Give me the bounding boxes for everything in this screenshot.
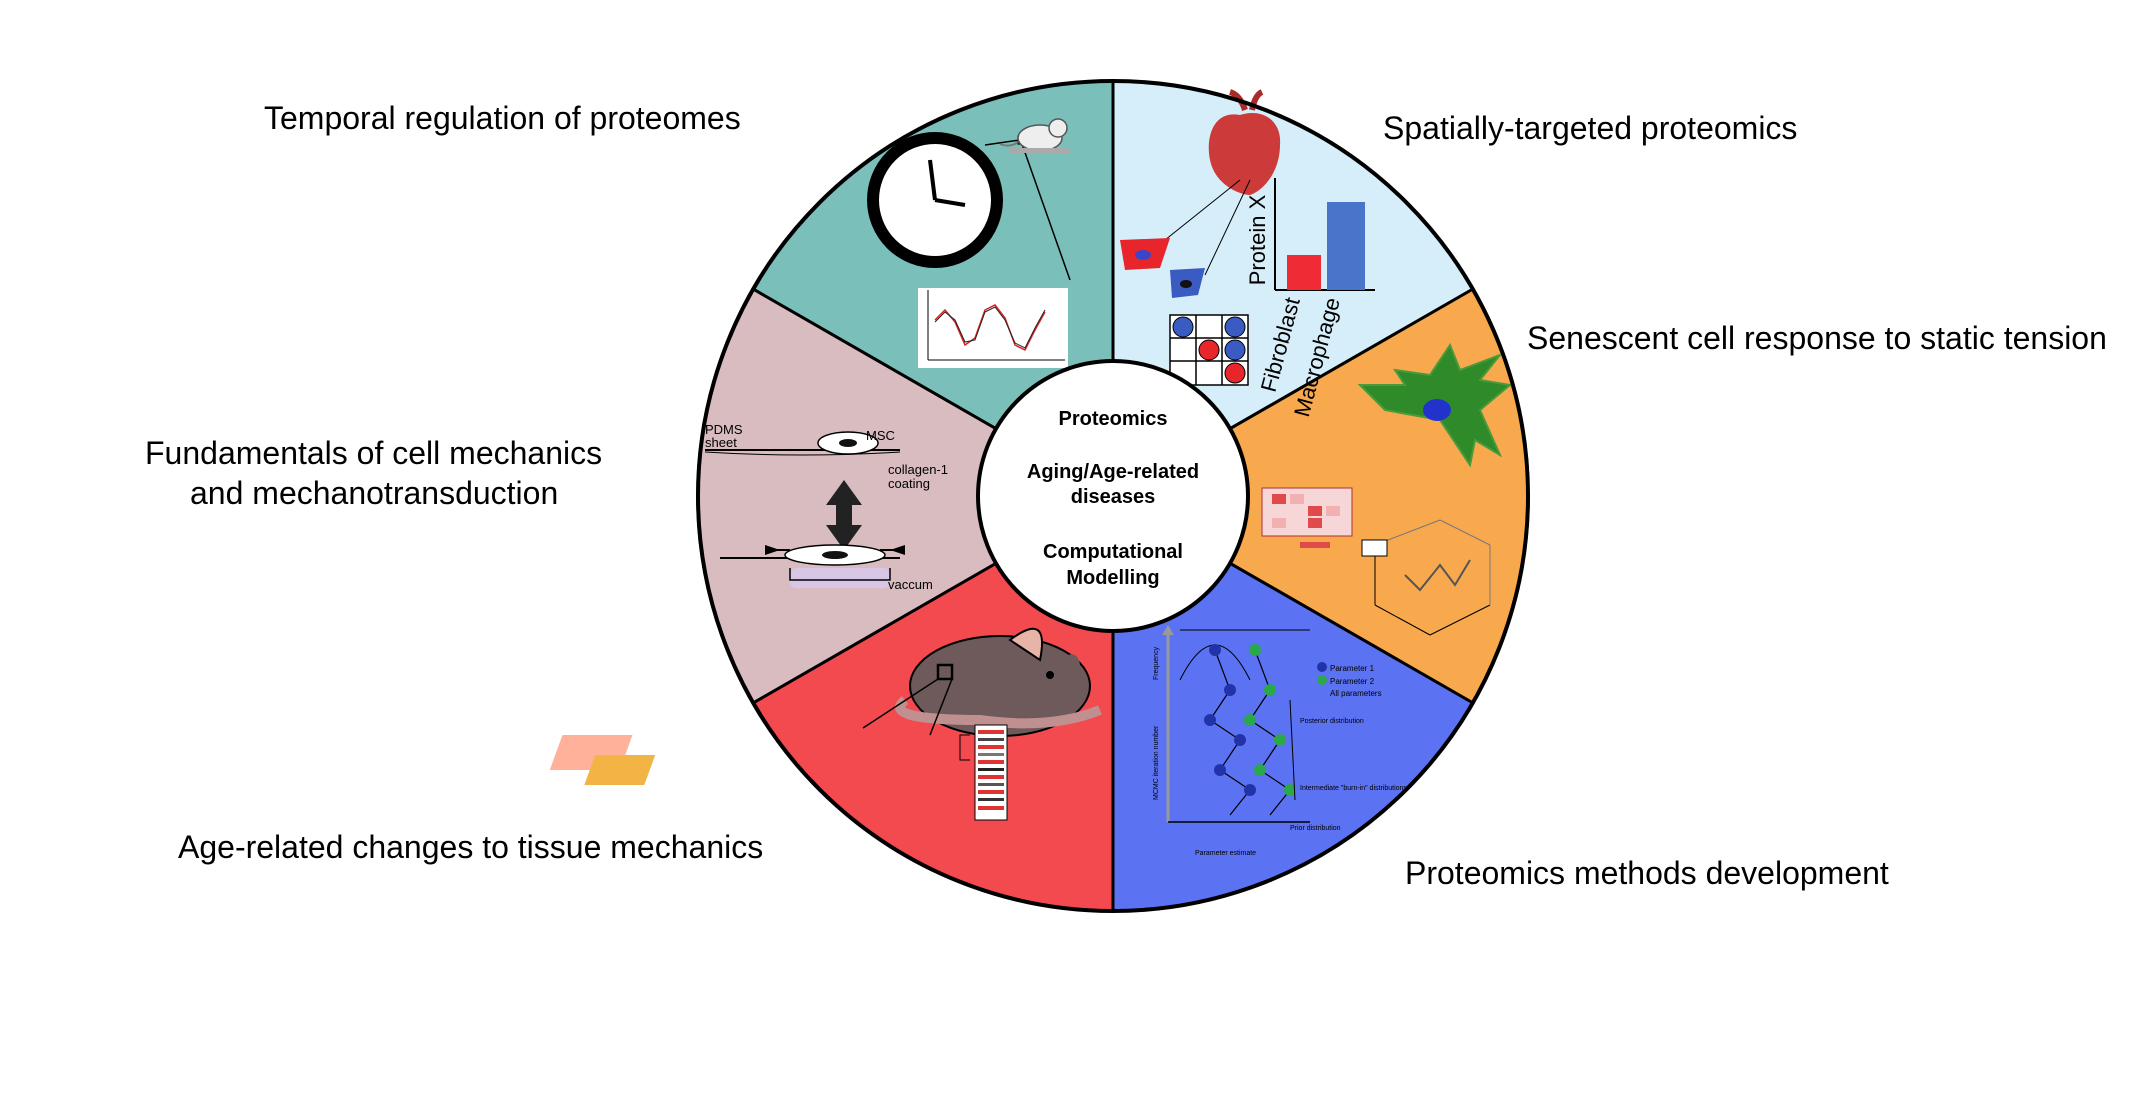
well-grid (1169, 314, 1249, 386)
outer-ring (696, 79, 1530, 913)
mechanics-illustration: PDMS sheet MSC collagen-1 coating vaccum (704, 422, 948, 592)
label-age-related: Age-related changes to tissue mechanics (178, 829, 764, 865)
methods-legend3: All parameters (1330, 689, 1382, 698)
bar-fibroblast (1287, 255, 1321, 290)
center-line1: Proteomics (1059, 408, 1168, 430)
label-methods: Proteomics methods development (1405, 855, 1889, 891)
methods-xlabel: Parameter estimate (1195, 850, 1256, 857)
label-temporal: Temporal regulation of proteomes (264, 100, 741, 136)
methods-legend2: Parameter 2 (1330, 677, 1375, 686)
mech-msc: MSC (866, 428, 895, 443)
double-arrow-icon (826, 480, 862, 550)
bar-macrophage (1327, 202, 1365, 290)
senescent-illustration (1261, 342, 1513, 636)
center-line3b: Modelling (1066, 567, 1159, 589)
label-spatial: Spatially-targeted proteomics (1383, 110, 1798, 146)
heatmap (1261, 487, 1353, 548)
mcmc-chains (1204, 644, 1296, 816)
center-line2a: Aging/Age-related (1027, 461, 1199, 483)
methods-note1: Posterior distribution (1300, 718, 1364, 725)
temporal-line-chart (918, 288, 1068, 368)
heart-icon (1208, 113, 1281, 195)
mech-vacuum: vaccum (888, 577, 933, 592)
center-circle (976, 359, 1250, 633)
mouse-ear-icon (1008, 627, 1043, 662)
methods-illustration: Parameter 1 Parameter 2 All parameters P… (1153, 625, 1407, 857)
mech-pdms1: PDMS (705, 422, 743, 437)
label-fundamentals-2: and mechanotransduction (190, 475, 559, 511)
mouse-icon (999, 118, 1070, 153)
methods-note2: Intermediate "burn-in" distributions (1300, 785, 1407, 792)
spatial-ylabel: Protein X (1245, 194, 1270, 285)
methods-legend1: Parameter 1 (1330, 664, 1375, 673)
label-senescent: Senescent cell response to static tensio… (1527, 320, 2107, 356)
3d-scatter-plot (1361, 519, 1491, 636)
label-fundamentals-1: Fundamentals of cell mechanics (145, 435, 603, 471)
dendrogram-heatmap (959, 724, 1008, 821)
center-line2b: diseases (1071, 486, 1156, 508)
methods-ylabel: MCMC iteration number (1153, 725, 1160, 800)
mech-pdms2: sheet (705, 435, 737, 450)
center-line3a: Computational (1043, 541, 1183, 563)
mech-coat1: collagen-1 (888, 462, 948, 477)
methods-ylabel2: Frequency (1153, 646, 1160, 680)
temporal-illustration (867, 118, 1071, 368)
methods-note3: Prior distribution (1290, 825, 1341, 832)
mech-coat2: coating (888, 476, 930, 491)
age-illustration (549, 627, 1102, 821)
